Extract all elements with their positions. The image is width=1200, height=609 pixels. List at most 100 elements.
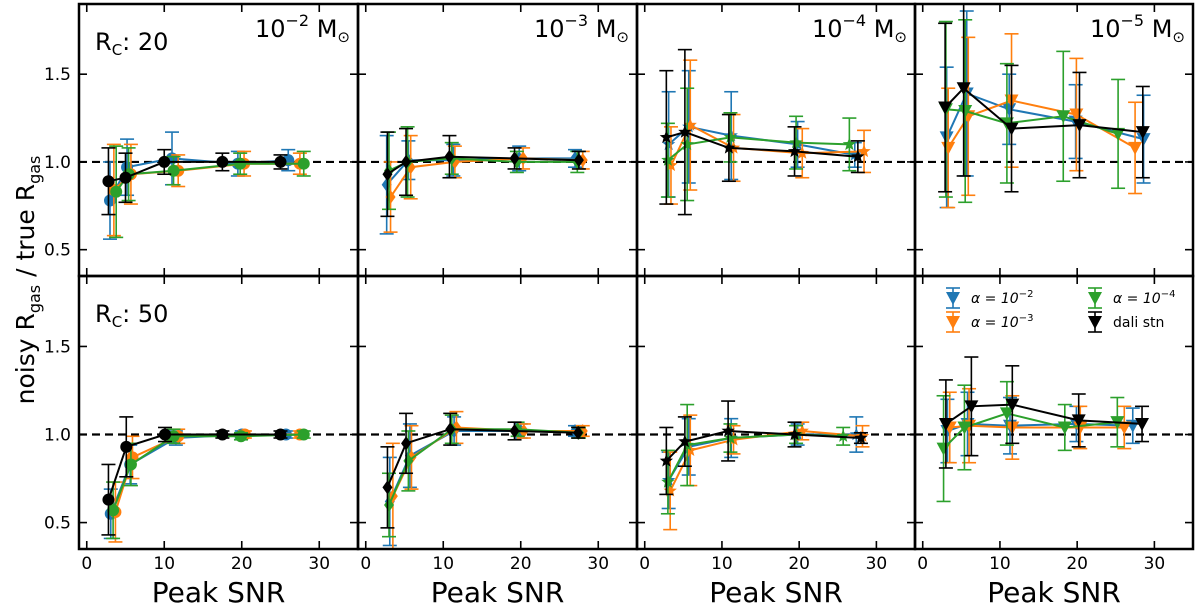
- series-line-alpha_1e-3: [669, 429, 863, 492]
- y-tick-label: 1.0: [44, 426, 71, 446]
- column-title-base: 10: [255, 15, 286, 43]
- data-point: [1004, 122, 1019, 136]
- x-tick-label: 10: [711, 554, 733, 574]
- panel-r0-c2: 10−4 M⊙: [635, 2, 917, 278]
- legend: α = 10−2 α = 10−4α = 10−3 dali stn: [946, 287, 1175, 333]
- column-title-unit-sym: ⊙: [337, 28, 350, 46]
- legend-label-base: dali stn: [1113, 315, 1164, 331]
- panel-frame: [635, 274, 917, 551]
- legend-label: dali stn: [1113, 315, 1164, 331]
- row-label-tail: : 20: [122, 28, 168, 56]
- series-line-alpha_1e-4: [112, 433, 304, 511]
- series-line-alpha_1e-2: [109, 157, 289, 201]
- data-point: [107, 504, 120, 517]
- data-point: [1117, 421, 1132, 435]
- data-point: [678, 434, 692, 448]
- legend-label: α = 10−3: [971, 313, 1033, 331]
- legend-label: α = 10−2: [971, 289, 1033, 307]
- y-tick-label: 0.5: [44, 514, 71, 534]
- series-dali_stn: [659, 48, 865, 216]
- data-point: [787, 427, 802, 441]
- data-point: [678, 125, 692, 138]
- data-point: [382, 480, 393, 495]
- legend-label-exp: −2: [1019, 289, 1034, 300]
- x-tick-label: 0: [639, 554, 650, 574]
- series-line-dali_stn: [944, 86, 1143, 134]
- data-point: [1111, 127, 1126, 141]
- y-tick-label: 1.5: [44, 337, 71, 357]
- data-point: [119, 171, 132, 184]
- column-title-unit-sym: ⊙: [894, 28, 907, 46]
- series-line-alpha_1e-3: [389, 157, 583, 198]
- column-title: 10−2 M⊙: [255, 11, 350, 46]
- data-point: [848, 147, 862, 161]
- data-point: [573, 153, 584, 168]
- column-title-unit: M: [588, 15, 616, 43]
- x-tick-label: 30: [1144, 554, 1166, 574]
- y-tick-label: 1.0: [44, 153, 71, 173]
- data-point: [787, 144, 802, 158]
- row-label-sub: C: [112, 313, 122, 331]
- data-point: [1135, 417, 1150, 431]
- series-alpha_1e-3: [941, 33, 1143, 209]
- data-point: [573, 425, 584, 440]
- data-point: [958, 105, 973, 119]
- row-label: RC: 20: [95, 28, 168, 59]
- y-label-sub-1: gas: [25, 285, 44, 313]
- x-tick-label: 0: [81, 554, 92, 574]
- series-dali_stn: [101, 147, 288, 216]
- legend-marker: [1088, 292, 1102, 305]
- legend-label: α = 10−4: [1113, 289, 1175, 307]
- series-alpha_1e-4: [382, 414, 586, 538]
- data-point: [110, 185, 123, 198]
- x-axis-label: Peak SNR: [431, 576, 565, 609]
- data-point: [722, 140, 736, 154]
- data-point: [680, 137, 694, 151]
- data-point: [836, 429, 850, 442]
- panel-data: [379, 126, 590, 235]
- data-point: [274, 155, 287, 168]
- legend-label-base: α = 10: [971, 315, 1019, 331]
- x-tick-label: 10: [432, 554, 454, 574]
- x-axis-label: Peak SNR: [152, 576, 286, 609]
- data-point: [721, 424, 735, 437]
- column-title-exp: −3: [564, 11, 588, 30]
- series-dali_stn: [659, 400, 868, 496]
- data-point: [957, 421, 972, 435]
- data-point: [941, 141, 956, 155]
- data-point: [1071, 414, 1086, 428]
- column-title: 10−4 M⊙: [812, 11, 907, 46]
- y-tick-label: 0.5: [44, 241, 71, 261]
- x-tick-label: 20: [788, 554, 810, 574]
- y-label-sub-2: gas: [25, 156, 44, 184]
- series-dali_stn: [101, 416, 288, 536]
- x-tick-label: 0: [917, 554, 928, 574]
- series-alpha_1e-3: [108, 428, 307, 543]
- column-title-exp: −5: [1120, 11, 1144, 30]
- data-point: [509, 423, 520, 438]
- legend-label-exp: −4: [1161, 289, 1176, 300]
- x-tick-label: 30: [587, 554, 609, 574]
- data-point: [384, 497, 394, 512]
- data-point: [663, 483, 677, 497]
- x-tick-label: 20: [1066, 554, 1088, 574]
- series-alpha_1e-2: [661, 416, 864, 510]
- data-point: [401, 154, 412, 169]
- panel-frame: [356, 274, 639, 551]
- x-axis-label: Peak SNR: [709, 576, 843, 609]
- series-line-alpha_1e-2: [667, 433, 857, 481]
- data-point: [999, 407, 1014, 421]
- x-tick-label: 0: [360, 554, 371, 574]
- series-dali_stn: [380, 412, 586, 529]
- data-point: [216, 428, 229, 441]
- legend-label-base: α = 10: [971, 291, 1019, 307]
- data-point: [216, 155, 229, 168]
- panel-data: [101, 131, 311, 240]
- data-point: [723, 130, 738, 143]
- x-tick-label: 20: [510, 554, 532, 574]
- panel-r1-c0: 0.5 1.0 1.5 0 10 20 30 Peak SNR RC: 50: [44, 274, 360, 609]
- series-line-alpha_1e-2: [388, 430, 575, 502]
- data-point: [659, 453, 673, 467]
- data-point: [1072, 119, 1087, 133]
- y-tick-label: 1.5: [44, 65, 71, 85]
